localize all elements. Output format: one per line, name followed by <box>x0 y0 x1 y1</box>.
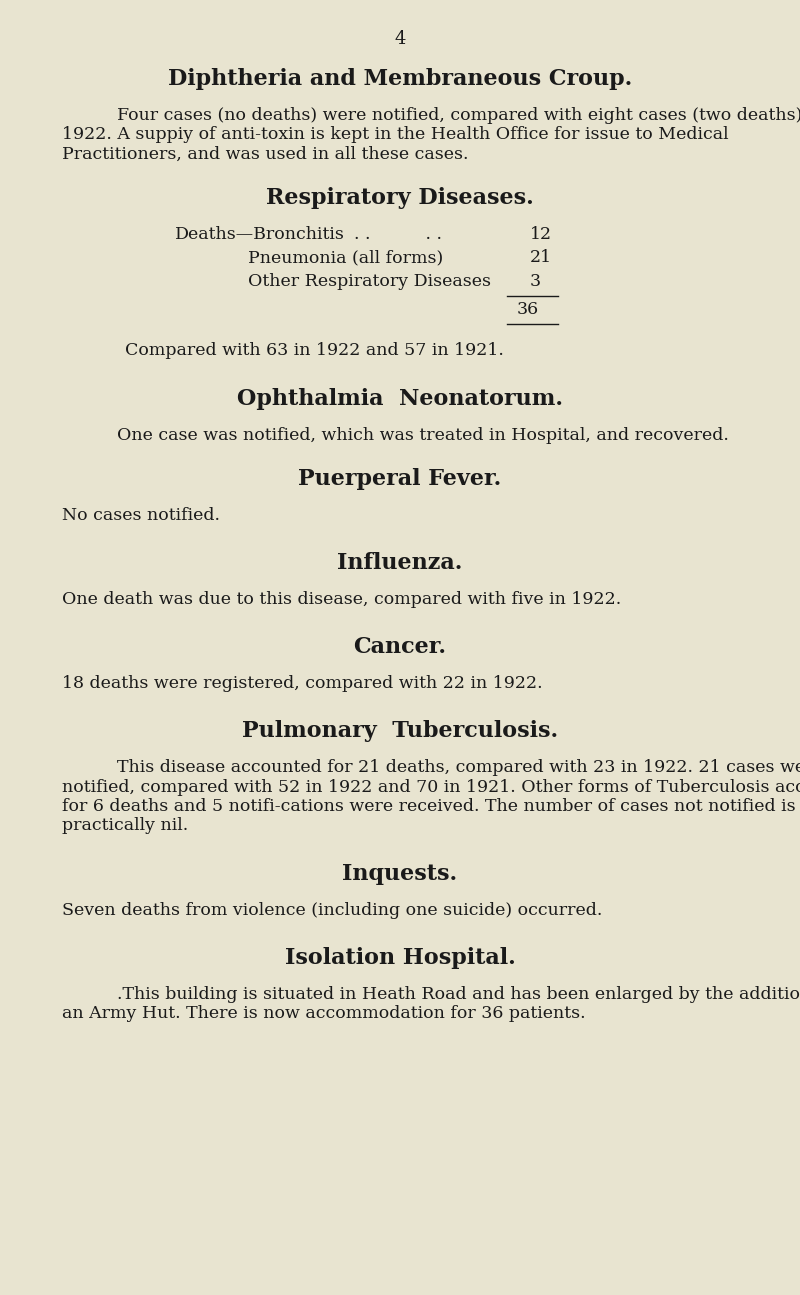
Text: Seven deaths from violence (including one suicide) occurred.: Seven deaths from violence (including on… <box>62 901 602 918</box>
Text: Compared with 63 in 1922 and 57 in 1921.: Compared with 63 in 1922 and 57 in 1921. <box>125 342 504 360</box>
Text: 1922. A suppiy of anti-toxin is kept in the Health Office for issue to Medical: 1922. A suppiy of anti-toxin is kept in … <box>62 127 729 144</box>
Text: One death was due to this disease, compared with five in 1922.: One death was due to this disease, compa… <box>62 591 622 607</box>
Text: Pulmonary  Tuberculosis.: Pulmonary Tuberculosis. <box>242 720 558 742</box>
Text: This disease accounted for 21 deaths, compared with 23 in 1922. 21 cases were: This disease accounted for 21 deaths, co… <box>117 759 800 776</box>
Text: Cancer.: Cancer. <box>354 636 446 658</box>
Text: Inquests.: Inquests. <box>342 862 458 884</box>
Text: 21: 21 <box>530 249 552 267</box>
Text: 18 deaths were registered, compared with 22 in 1922.: 18 deaths were registered, compared with… <box>62 675 542 692</box>
Text: 12: 12 <box>530 225 552 243</box>
Text: Ophthalmia  Neonatorum.: Ophthalmia Neonatorum. <box>237 387 563 409</box>
Text: Four cases (no deaths) were notified, compared with eight cases (two deaths) in: Four cases (no deaths) were notified, co… <box>117 107 800 124</box>
Text: practically nil.: practically nil. <box>62 817 188 834</box>
Text: for 6 deaths and 5 notifi-cations were received. The number of cases not notifie: for 6 deaths and 5 notifi-cations were r… <box>62 798 796 815</box>
Text: . .          . .: . . . . <box>343 225 442 243</box>
Text: Pneumonia (all forms): Pneumonia (all forms) <box>248 249 443 267</box>
Text: 36: 36 <box>517 300 539 319</box>
Text: 4: 4 <box>394 30 406 48</box>
Text: notified, compared with 52 in 1922 and 70 in 1921. Other forms of Tuberculosis a: notified, compared with 52 in 1922 and 7… <box>62 778 800 795</box>
Text: Other Respiratory Diseases: Other Respiratory Diseases <box>248 273 491 290</box>
Text: No cases notified.: No cases notified. <box>62 506 220 523</box>
Text: One case was notified, which was treated in Hospital, and recovered.: One case was notified, which was treated… <box>117 426 729 444</box>
Text: Deaths—Bronchitis: Deaths—Bronchitis <box>175 225 345 243</box>
Text: Puerperal Fever.: Puerperal Fever. <box>298 467 502 490</box>
Text: an Army Hut. There is now accommodation for 36 patients.: an Army Hut. There is now accommodation … <box>62 1005 586 1022</box>
Text: 3: 3 <box>530 273 541 290</box>
Text: Influenza.: Influenza. <box>338 552 462 574</box>
Text: Respiratory Diseases.: Respiratory Diseases. <box>266 186 534 208</box>
Text: Diphtheria and Membraneous Croup.: Diphtheria and Membraneous Croup. <box>168 69 632 91</box>
Text: Isolation Hospital.: Isolation Hospital. <box>285 947 515 969</box>
Text: .This building is situated in Heath Road and has been enlarged by the addition o: .This building is situated in Heath Road… <box>117 985 800 1002</box>
Text: Practitioners, and was used in all these cases.: Practitioners, and was used in all these… <box>62 146 469 163</box>
